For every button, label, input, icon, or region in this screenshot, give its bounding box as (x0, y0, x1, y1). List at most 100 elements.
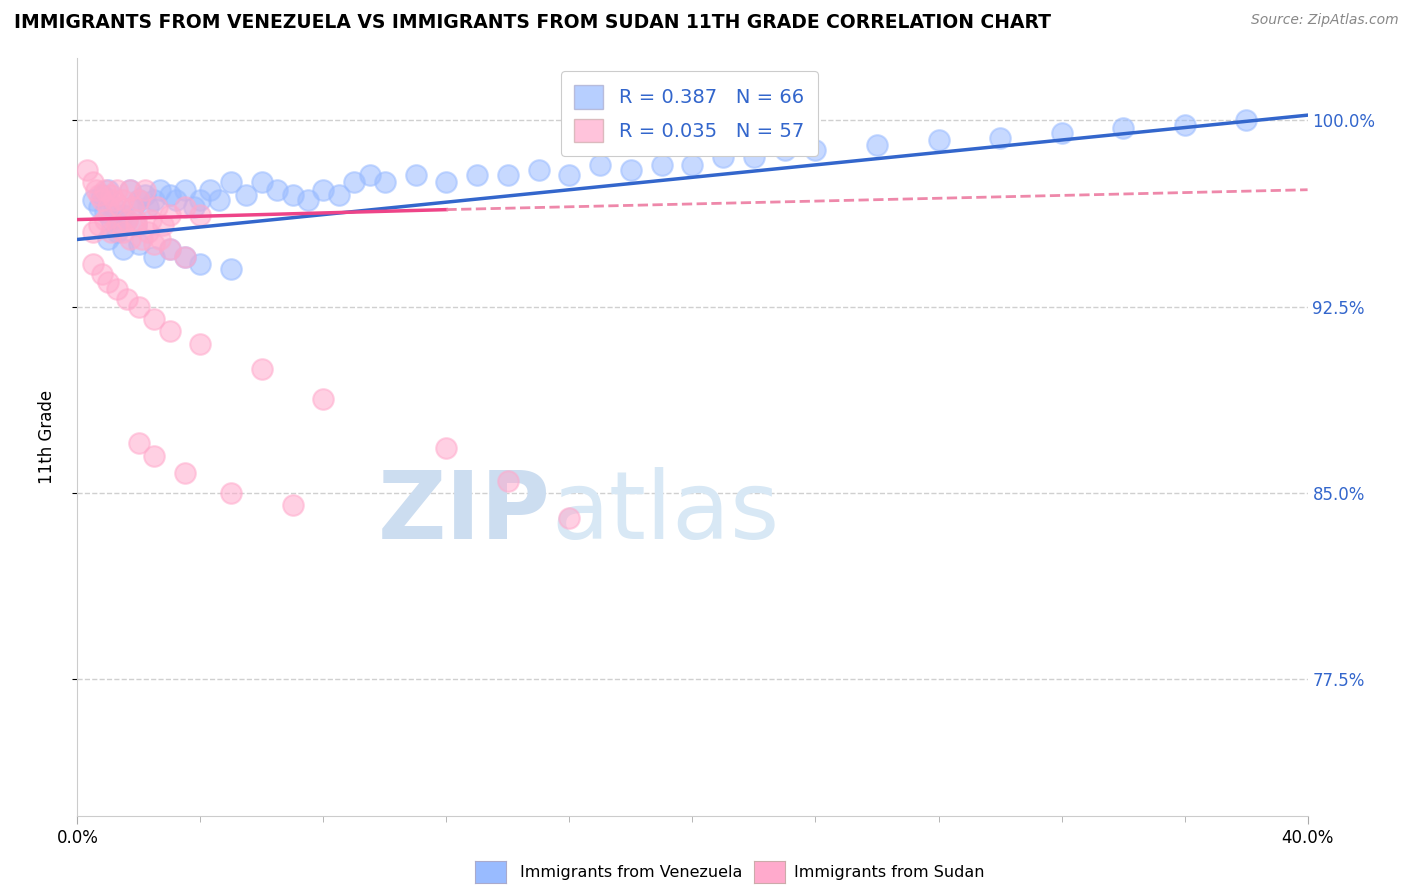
Point (219, 175, 242, 189)
Point (121, 200, 143, 214)
Text: IMMIGRANTS FROM VENEZUELA VS IMMIGRANTS FROM SUDAN 11TH GRADE CORRELATION CHART: IMMIGRANTS FROM VENEZUELA VS IMMIGRANTS … (14, 13, 1052, 32)
Point (100, 225, 122, 239)
Point (115, 292, 138, 306)
Point (405, 168, 427, 182)
Point (128, 436, 150, 450)
Point (97, 232, 120, 246)
Point (128, 237, 150, 252)
Point (112, 193, 135, 207)
Point (84, 183, 107, 197)
Point (143, 250, 166, 264)
Point (465, 168, 488, 182)
Point (328, 187, 350, 202)
Point (134, 183, 156, 197)
Point (87, 200, 110, 214)
Point (125, 218, 148, 232)
Point (1234, 113, 1257, 128)
Point (118, 232, 141, 246)
Point (125, 212, 148, 227)
Text: ZIP: ZIP (378, 467, 551, 559)
Point (159, 208, 181, 222)
Point (143, 449, 166, 463)
Point (651, 158, 673, 172)
Point (159, 243, 181, 257)
Point (436, 442, 458, 456)
Point (105, 282, 128, 296)
Point (143, 193, 166, 207)
Point (82, 257, 104, 271)
Point (250, 361, 273, 376)
Point (103, 200, 125, 214)
Point (620, 162, 643, 177)
Point (183, 200, 205, 214)
Point (97, 275, 120, 289)
Point (90, 187, 114, 202)
Point (174, 466, 197, 480)
Point (146, 200, 169, 214)
Point (97, 183, 120, 197)
Point (496, 474, 519, 488)
Point (1050, 126, 1073, 140)
Point (136, 225, 159, 239)
Point (149, 232, 172, 246)
Point (208, 193, 231, 207)
Point (112, 225, 135, 239)
Point (94, 183, 117, 197)
Point (1112, 120, 1135, 135)
Point (103, 193, 125, 207)
Point (118, 183, 141, 197)
Point (804, 143, 827, 157)
Point (136, 200, 159, 214)
Point (90, 267, 114, 281)
Point (112, 208, 135, 222)
Point (773, 143, 796, 157)
Point (558, 511, 581, 525)
Point (159, 243, 181, 257)
Point (143, 237, 166, 252)
Point (174, 183, 197, 197)
Point (266, 183, 288, 197)
Point (105, 183, 128, 197)
Point (152, 218, 174, 232)
Point (128, 300, 150, 314)
Point (174, 250, 197, 264)
Point (235, 187, 257, 202)
Point (94, 212, 117, 227)
Point (82, 225, 104, 239)
Point (110, 200, 132, 214)
Point (165, 193, 187, 207)
Point (82, 193, 104, 207)
Point (250, 175, 273, 189)
Point (496, 168, 519, 182)
Point (87, 218, 110, 232)
Text: Source: ZipAtlas.com: Source: ZipAtlas.com (1251, 13, 1399, 28)
Point (188, 208, 212, 222)
Point (159, 325, 181, 339)
Point (866, 138, 889, 153)
Point (90, 193, 114, 207)
Point (121, 200, 143, 214)
Point (219, 486, 242, 500)
Point (312, 392, 335, 406)
Point (118, 183, 141, 197)
Point (143, 312, 166, 326)
Point (281, 187, 304, 202)
Point (281, 499, 304, 513)
Y-axis label: 11th Grade: 11th Grade (38, 390, 56, 484)
Point (100, 187, 122, 202)
Point (436, 175, 458, 189)
Point (527, 162, 550, 177)
Point (589, 158, 612, 172)
Point (110, 218, 132, 232)
Text: Immigrants from Sudan: Immigrants from Sudan (794, 865, 984, 880)
Point (742, 150, 765, 164)
Point (198, 183, 221, 197)
Point (94, 205, 117, 219)
Point (359, 168, 381, 182)
Point (174, 200, 197, 214)
Point (988, 130, 1011, 145)
Point (312, 183, 335, 197)
Point (105, 218, 128, 232)
Point (112, 243, 135, 257)
Point (82, 175, 104, 189)
